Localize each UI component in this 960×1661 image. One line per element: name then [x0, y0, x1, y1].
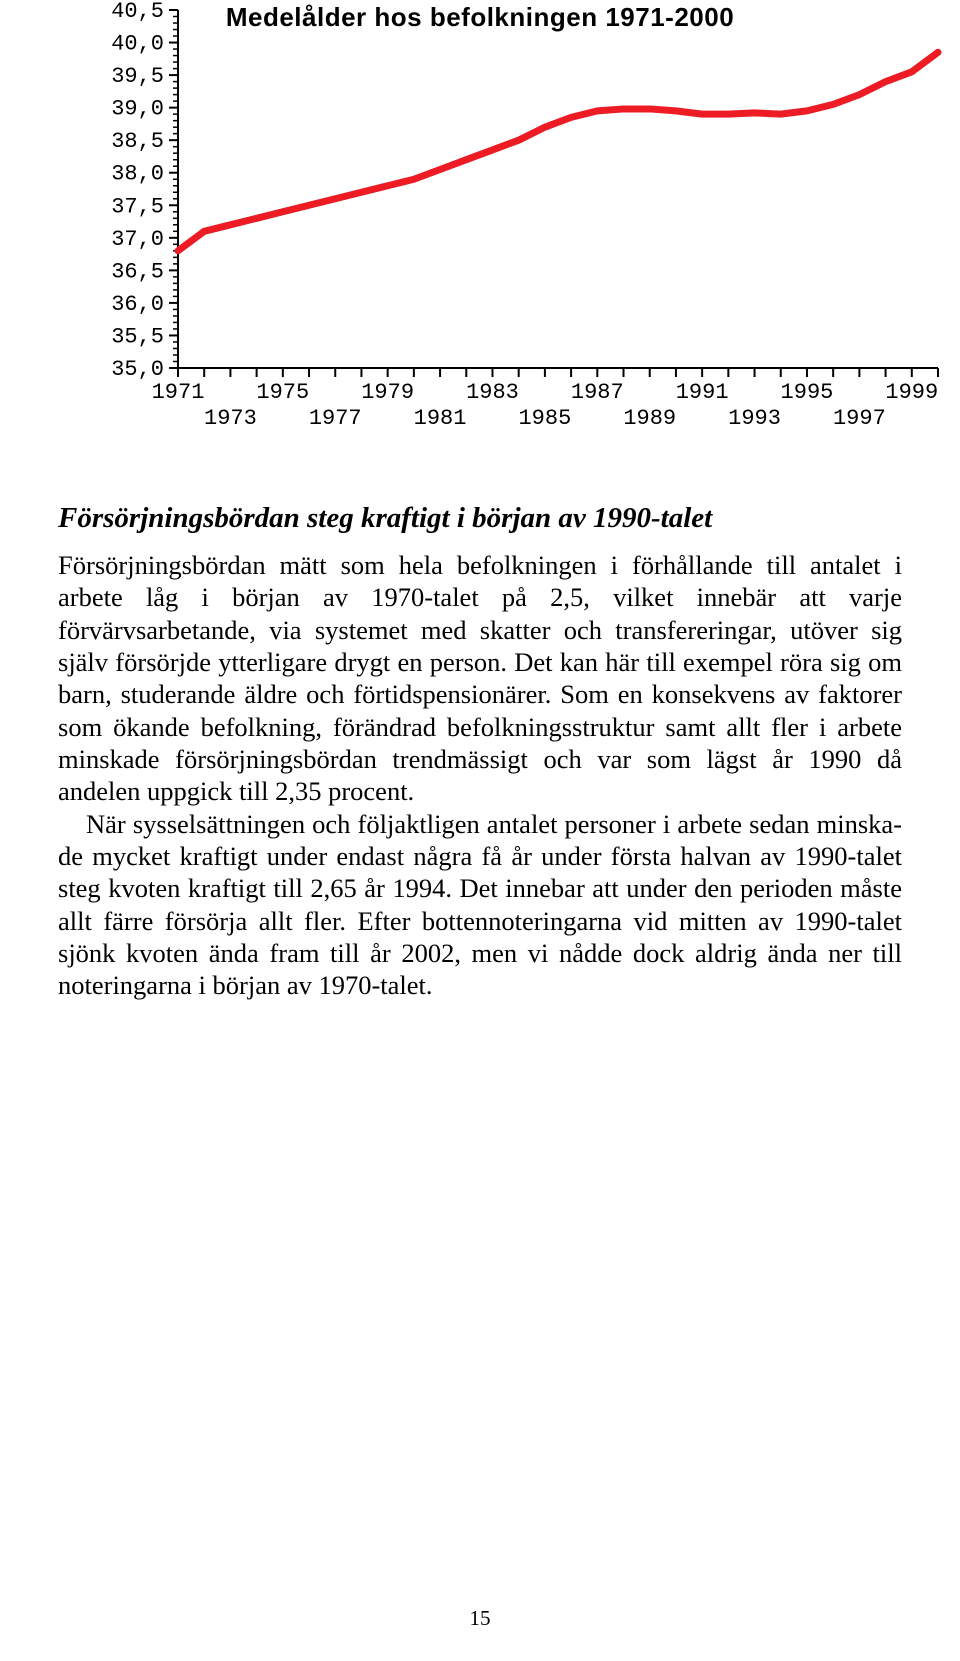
svg-text:1981: 1981	[414, 406, 467, 431]
svg-text:1971: 1971	[152, 380, 205, 405]
svg-text:1997: 1997	[833, 406, 886, 431]
svg-text:35,5: 35,5	[111, 324, 164, 349]
svg-text:1999: 1999	[885, 380, 938, 405]
svg-text:38,0: 38,0	[111, 162, 164, 187]
svg-text:36,0: 36,0	[111, 292, 164, 317]
svg-text:35,0: 35,0	[111, 357, 164, 382]
paragraph: När sysselsättningen och följaktligen an…	[58, 808, 902, 1002]
svg-text:1973: 1973	[204, 406, 257, 431]
paragraph: Försörjningsbördan mätt som hela befolkn…	[58, 549, 902, 808]
svg-text:37,0: 37,0	[111, 227, 164, 252]
svg-text:1983: 1983	[466, 380, 519, 405]
svg-text:1987: 1987	[571, 380, 624, 405]
body-text: Försörjningsbördan mätt som hela befolkn…	[58, 549, 902, 1002]
svg-text:1975: 1975	[256, 380, 309, 405]
svg-text:1991: 1991	[676, 380, 729, 405]
svg-text:1995: 1995	[781, 380, 834, 405]
svg-text:1989: 1989	[623, 406, 676, 431]
svg-text:40,0: 40,0	[111, 32, 164, 57]
chart-title: Medelålder hos befolkningen 1971-2000	[180, 2, 780, 33]
svg-text:38,5: 38,5	[111, 129, 164, 154]
svg-text:36,5: 36,5	[111, 259, 164, 284]
page-number: 15	[0, 1606, 960, 1631]
svg-text:1977: 1977	[309, 406, 362, 431]
svg-text:40,5: 40,5	[111, 0, 164, 24]
svg-text:1985: 1985	[518, 406, 571, 431]
svg-text:39,5: 39,5	[111, 64, 164, 89]
svg-text:1979: 1979	[361, 380, 414, 405]
section-heading: Försörjningsbördan steg kraftigt i börja…	[58, 502, 902, 535]
svg-text:37,5: 37,5	[111, 194, 164, 219]
chart-container: Medelålder hos befolkningen 1971-2000 35…	[58, 0, 902, 450]
page: Medelålder hos befolkningen 1971-2000 35…	[0, 0, 960, 1661]
svg-text:39,0: 39,0	[111, 97, 164, 122]
svg-text:1993: 1993	[728, 406, 781, 431]
line-chart: 35,0 35,5 36,0 36,5 37,0 37,5 38,0 38,5 39,0 39,5…	[58, 0, 958, 450]
